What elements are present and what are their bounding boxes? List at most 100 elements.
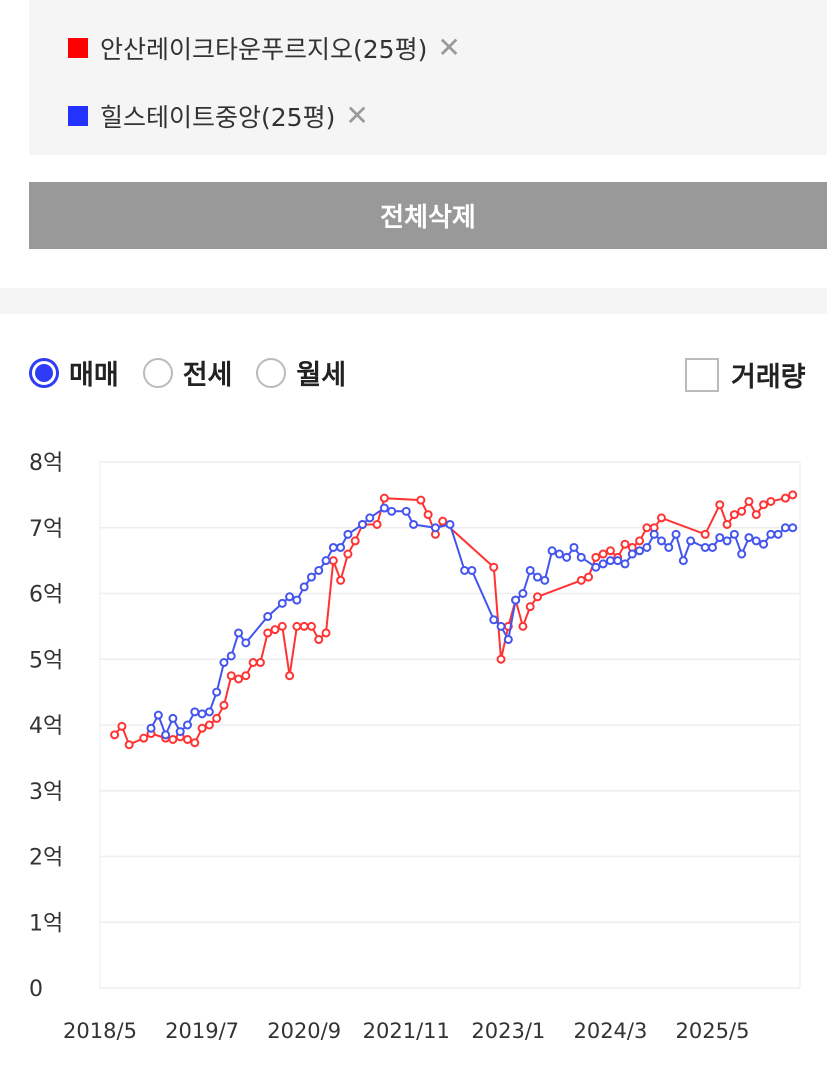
data-point-1 bbox=[117, 721, 127, 731]
section-divider bbox=[0, 288, 827, 314]
data-point-2 bbox=[430, 523, 440, 533]
x-tick-label: 2025/5 bbox=[676, 1019, 750, 1043]
data-point-2 bbox=[635, 546, 645, 556]
blue-swatch bbox=[68, 106, 88, 126]
data-point-2 bbox=[197, 709, 207, 719]
data-point-2 bbox=[175, 727, 185, 737]
data-point-1 bbox=[423, 510, 433, 520]
compare-item-2: 힐스테이트중앙(25평) ✕ bbox=[68, 98, 369, 134]
data-point-2 bbox=[562, 552, 572, 562]
radio-label: 전세 bbox=[182, 360, 233, 391]
data-point-1 bbox=[124, 740, 134, 750]
x-tick-label: 2020/9 bbox=[267, 1019, 341, 1043]
data-point-1 bbox=[722, 519, 732, 529]
data-point-2 bbox=[678, 556, 688, 566]
data-point-2 bbox=[292, 595, 302, 605]
x-tick-label: 2019/7 bbox=[165, 1019, 239, 1043]
data-point-1 bbox=[525, 602, 535, 612]
y-tick-label: 3억 bbox=[29, 780, 63, 805]
data-point-2 bbox=[358, 519, 367, 529]
data-point-1 bbox=[766, 496, 776, 506]
data-point-1 bbox=[576, 575, 586, 585]
radio-unchecked-icon[interactable] bbox=[256, 357, 287, 388]
data-point-2 bbox=[379, 503, 389, 513]
data-point-1 bbox=[336, 575, 346, 585]
data-point-2 bbox=[533, 572, 542, 582]
radio-unchecked-icon[interactable] bbox=[142, 357, 173, 388]
data-point-2 bbox=[700, 542, 710, 552]
data-point-1 bbox=[277, 621, 287, 631]
y-tick-label: 6억 bbox=[29, 583, 63, 608]
y-tick-label: 1억 bbox=[29, 911, 63, 936]
data-point-1 bbox=[584, 572, 594, 582]
data-point-1 bbox=[314, 635, 324, 645]
data-point-1 bbox=[788, 490, 798, 500]
data-point-1 bbox=[255, 658, 265, 668]
data-point-2 bbox=[547, 546, 557, 556]
data-point-2 bbox=[708, 542, 717, 552]
data-point-1 bbox=[226, 671, 236, 681]
data-point-1 bbox=[248, 658, 258, 668]
data-point-1 bbox=[328, 556, 338, 566]
data-point-2 bbox=[605, 556, 615, 566]
compare-item-1: 안산레이크타운푸르지오(25평) ✕ bbox=[68, 30, 461, 66]
data-point-2 bbox=[613, 556, 623, 566]
data-point-2 bbox=[598, 559, 608, 569]
compare-list: 안산레이크타운푸르지오(25평) ✕ 힐스테이트중앙(25평) ✕ bbox=[29, 0, 827, 155]
x-tick-label: 2024/3 bbox=[573, 1019, 647, 1043]
close-icon[interactable]: ✕ bbox=[437, 31, 461, 64]
data-point-1 bbox=[190, 738, 200, 748]
compare-item-label: 힐스테이트중앙(25평) bbox=[100, 103, 336, 132]
close-icon[interactable]: ✕ bbox=[345, 99, 369, 132]
radio-sale[interactable]: 매매 bbox=[29, 353, 119, 392]
red-swatch bbox=[68, 38, 88, 58]
series-line-2 bbox=[150, 506, 793, 738]
data-point-1 bbox=[715, 500, 725, 510]
data-point-1 bbox=[299, 621, 309, 631]
radio-jeonse[interactable]: 전세 bbox=[142, 353, 233, 392]
data-point-2 bbox=[467, 565, 477, 575]
data-point-2 bbox=[656, 536, 666, 546]
y-tick-label: 0 bbox=[29, 977, 43, 1002]
data-point-1 bbox=[350, 536, 360, 546]
data-point-2 bbox=[715, 533, 725, 543]
delete-all-button[interactable]: 전체삭제 bbox=[29, 182, 827, 249]
data-point-2 bbox=[146, 723, 156, 733]
data-point-2 bbox=[496, 621, 506, 631]
y-tick-label: 2억 bbox=[29, 846, 63, 871]
y-tick-label: 7억 bbox=[29, 517, 63, 542]
data-point-2 bbox=[328, 542, 338, 552]
volume-checkbox[interactable] bbox=[685, 357, 719, 392]
data-point-1 bbox=[700, 529, 710, 539]
data-point-1 bbox=[197, 723, 207, 733]
data-point-1 bbox=[620, 539, 630, 549]
x-tick-label: 2018/5 bbox=[63, 1019, 137, 1043]
data-point-2 bbox=[336, 542, 346, 552]
data-point-1 bbox=[234, 674, 244, 684]
radio-monthly[interactable]: 월세 bbox=[256, 353, 346, 392]
data-point-2 bbox=[503, 635, 513, 645]
data-point-1 bbox=[518, 621, 528, 631]
data-point-1 bbox=[219, 700, 229, 710]
data-point-2 bbox=[153, 710, 163, 720]
data-point-2 bbox=[766, 529, 776, 539]
data-point-2 bbox=[722, 536, 732, 546]
data-point-2 bbox=[759, 539, 769, 549]
price-chart: 0 1억 2억 3억 4억 5억 6억 7억 8억 2018/5 2019/7 2020/9 2021/… bbox=[29, 451, 801, 1043]
data-point-1 bbox=[438, 516, 448, 526]
data-point-2 bbox=[409, 519, 419, 529]
data-point-1 bbox=[533, 592, 542, 602]
data-point-2 bbox=[649, 529, 659, 539]
data-point-1 bbox=[598, 549, 608, 559]
volume-toggle[interactable]: 거래량 bbox=[685, 355, 806, 394]
data-point-1 bbox=[183, 734, 192, 744]
data-point-1 bbox=[285, 671, 295, 681]
y-tick-label: 5억 bbox=[29, 648, 63, 673]
data-point-1 bbox=[372, 519, 382, 529]
data-point-2 bbox=[190, 707, 200, 717]
radio-checked-icon[interactable] bbox=[29, 357, 59, 388]
data-point-2 bbox=[511, 595, 521, 605]
x-tick-label: 2023/1 bbox=[471, 1019, 545, 1043]
data-point-2 bbox=[751, 536, 761, 546]
data-point-2 bbox=[525, 565, 535, 575]
